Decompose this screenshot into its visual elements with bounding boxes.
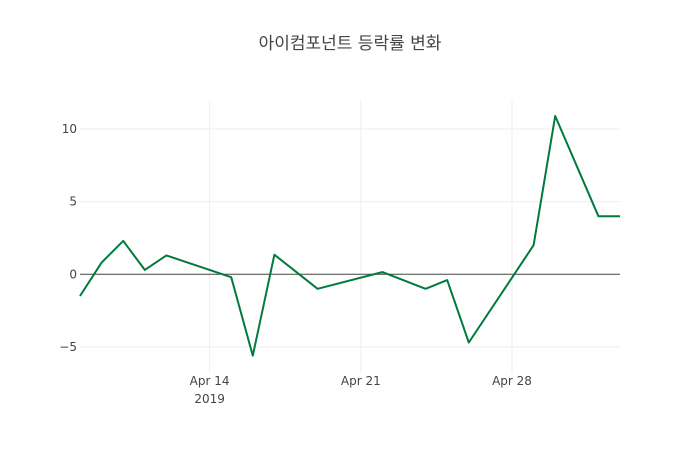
x-tick-year-label: 2019	[194, 392, 225, 406]
x-tick-label: Apr 14	[190, 374, 230, 388]
y-tick-label: 5	[69, 195, 77, 209]
y-tick-label: 10	[62, 122, 77, 136]
series-line	[79, 115, 620, 357]
y-tick-label: 0	[69, 267, 77, 281]
chart-title: 아이컴포넌트 등락률 변화	[259, 34, 442, 54]
y-tick-label: −5	[59, 340, 77, 354]
x-tick-label: Apr 21	[341, 374, 381, 388]
x-tick-label: Apr 28	[492, 374, 532, 388]
